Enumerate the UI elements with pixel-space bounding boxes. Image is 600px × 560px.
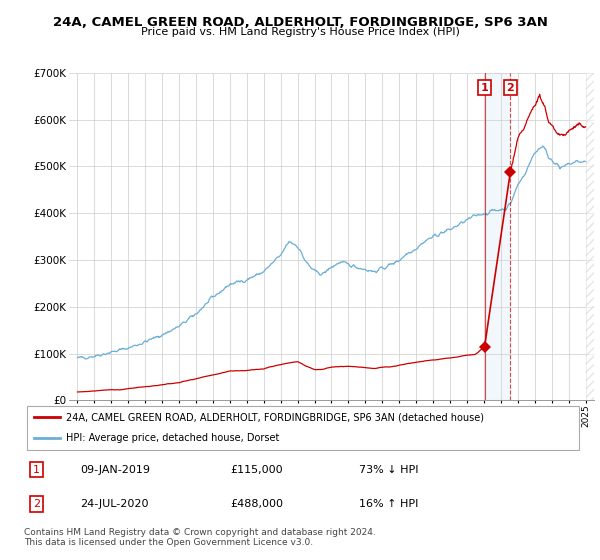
Text: 24A, CAMEL GREEN ROAD, ALDERHOLT, FORDINGBRIDGE, SP6 3AN: 24A, CAMEL GREEN ROAD, ALDERHOLT, FORDIN… <box>53 16 547 29</box>
Bar <box>485 73 511 400</box>
Text: HPI: Average price, detached house, Dorset: HPI: Average price, detached house, Dors… <box>66 433 279 444</box>
Text: £488,000: £488,000 <box>230 499 283 509</box>
Text: 73% ↓ HPI: 73% ↓ HPI <box>359 465 418 475</box>
Text: 2: 2 <box>33 499 40 509</box>
Text: 09-JAN-2019: 09-JAN-2019 <box>80 465 150 475</box>
Text: 1: 1 <box>33 465 40 475</box>
Text: Contains HM Land Registry data © Crown copyright and database right 2024.
This d: Contains HM Land Registry data © Crown c… <box>24 528 376 547</box>
Text: £115,000: £115,000 <box>230 465 283 475</box>
FancyBboxPatch shape <box>27 406 579 450</box>
Text: 24A, CAMEL GREEN ROAD, ALDERHOLT, FORDINGBRIDGE, SP6 3AN (detached house): 24A, CAMEL GREEN ROAD, ALDERHOLT, FORDIN… <box>66 412 484 422</box>
Text: 16% ↑ HPI: 16% ↑ HPI <box>359 499 418 509</box>
Text: 2: 2 <box>506 83 514 92</box>
Text: 24-JUL-2020: 24-JUL-2020 <box>80 499 148 509</box>
Text: Price paid vs. HM Land Registry's House Price Index (HPI): Price paid vs. HM Land Registry's House … <box>140 27 460 37</box>
Text: 1: 1 <box>481 83 488 92</box>
